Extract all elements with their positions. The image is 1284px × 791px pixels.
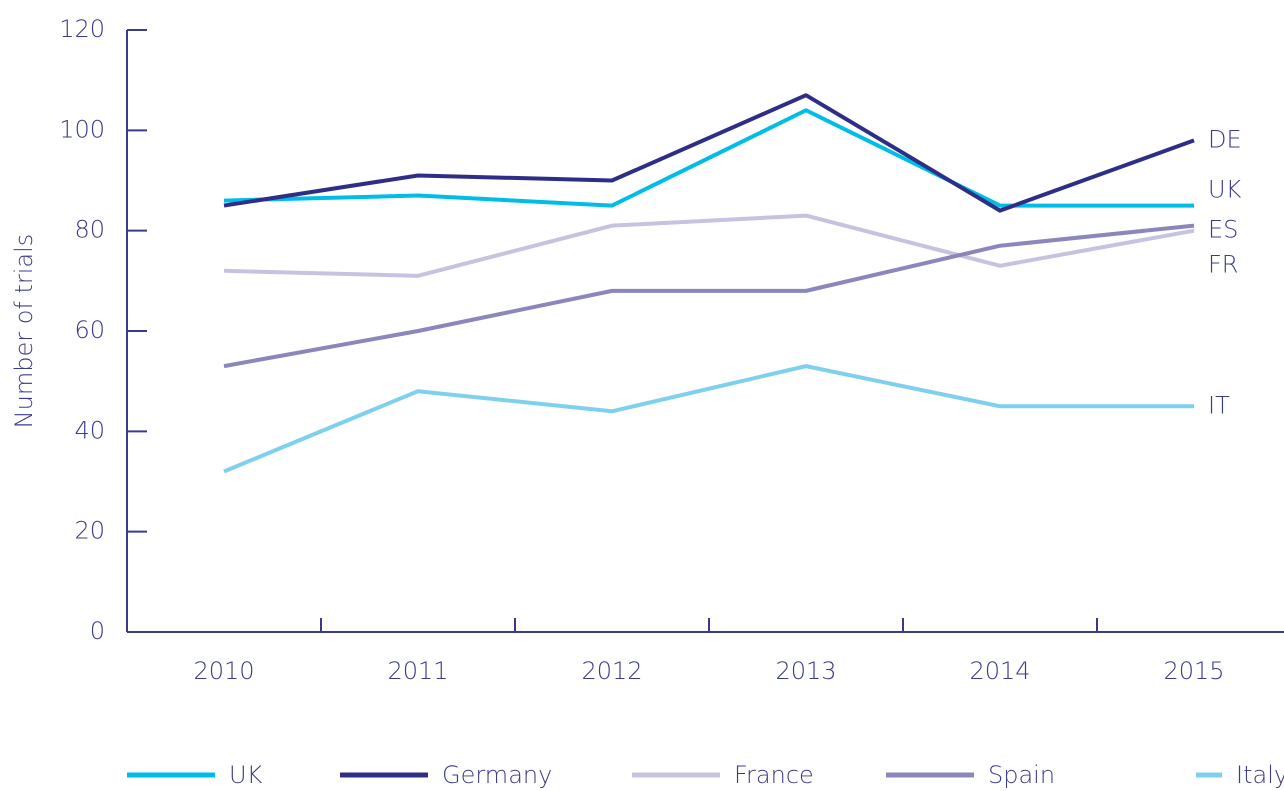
y-tick-label: 100 bbox=[59, 115, 105, 143]
y-axis-label: Number of trials bbox=[10, 234, 38, 429]
y-tick-label: 80 bbox=[74, 216, 105, 244]
y-tick-label: 120 bbox=[59, 15, 105, 43]
series-line bbox=[223, 93, 1195, 213]
legend-label: France bbox=[734, 761, 814, 789]
legend-label: UK bbox=[229, 761, 263, 789]
y-tick-label: 20 bbox=[74, 517, 105, 545]
series-line bbox=[223, 223, 1195, 369]
x-tick-label: 2014 bbox=[969, 657, 1030, 685]
end-label: DE bbox=[1208, 125, 1242, 153]
end-label: ES bbox=[1208, 216, 1238, 244]
end-label: IT bbox=[1208, 391, 1230, 419]
series-line bbox=[223, 364, 1194, 474]
end-label: UK bbox=[1208, 176, 1242, 204]
end-label: FR bbox=[1208, 251, 1238, 279]
legend-label: Italy bbox=[1236, 761, 1284, 789]
legend-label: Spain bbox=[988, 761, 1055, 789]
y-tick-label: 40 bbox=[74, 416, 105, 444]
x-tick-label: 2011 bbox=[387, 657, 448, 685]
x-tick-label: 2013 bbox=[775, 657, 836, 685]
legend-label: Germany bbox=[442, 761, 552, 789]
x-tick-label: 2010 bbox=[193, 657, 254, 685]
x-tick-label: 2015 bbox=[1163, 657, 1224, 685]
series-line bbox=[223, 213, 1195, 278]
series-line bbox=[223, 108, 1194, 208]
y-tick-label: 60 bbox=[74, 316, 105, 344]
x-tick-label: 2012 bbox=[581, 657, 642, 685]
y-tick-label: 0 bbox=[90, 617, 105, 645]
